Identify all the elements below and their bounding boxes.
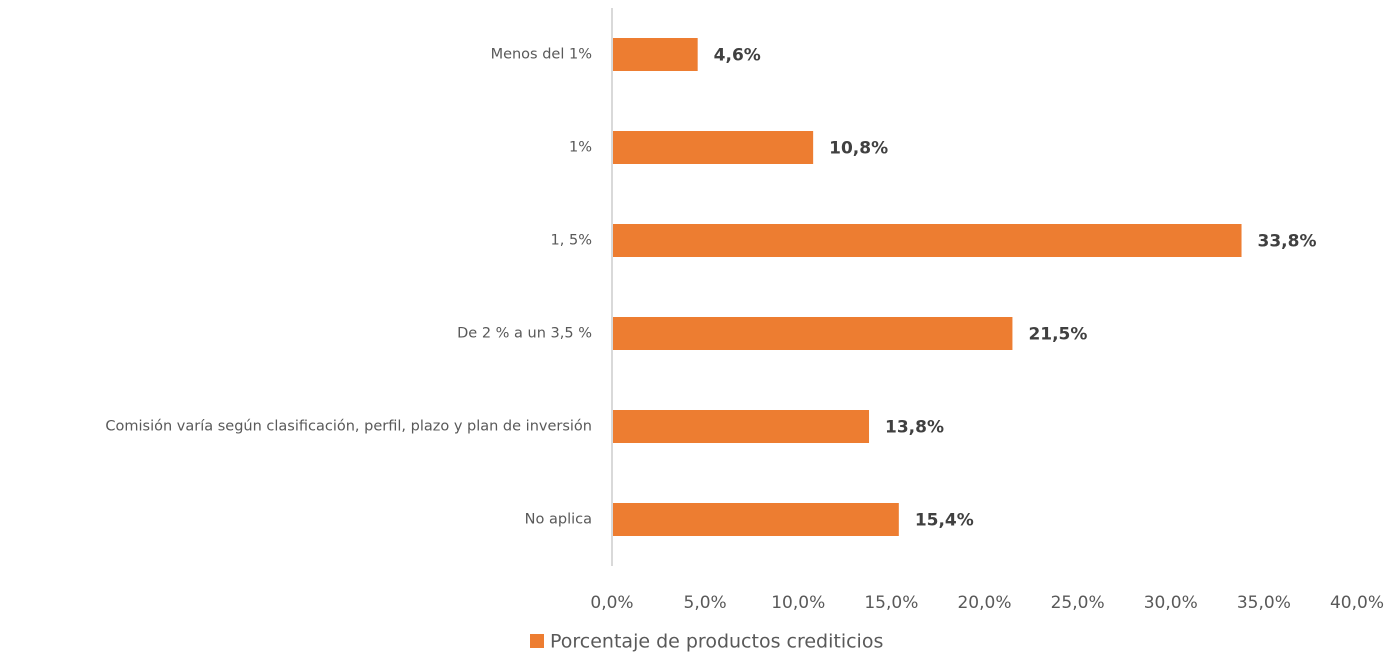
legend-swatch [530,634,544,648]
y-tick-label: Comisión varía según clasificación, perf… [105,419,592,435]
bar [612,503,899,536]
x-tick-label: 25,0% [1051,593,1105,613]
data-label: 21,5% [1028,325,1087,345]
data-label: 13,8% [885,418,944,438]
x-tick-label: 30,0% [1144,593,1198,613]
y-tick-label: No aplica [525,512,592,528]
bar [612,38,698,71]
x-tick-label: 40,0% [1330,593,1384,613]
data-label: 4,6% [714,46,761,66]
legend-label: Porcentaje de productos crediticios [550,631,883,653]
y-tick-label: Menos del 1% [491,47,592,63]
data-label: 15,4% [915,511,974,531]
x-tick-label: 10,0% [771,593,825,613]
bar [612,317,1013,350]
x-tick-label: 20,0% [957,593,1011,613]
y-tick-label: 1% [569,140,592,156]
bar [612,410,870,443]
x-tick-label: 5,0% [684,593,727,613]
y-tick-label: De 2 % a un 3,5 % [457,326,592,342]
data-label: 33,8% [1258,232,1317,252]
y-tick-label: 1, 5% [551,233,592,249]
x-tick-label: 15,0% [864,593,918,613]
bar [612,131,814,164]
bar [612,224,1242,257]
data-label: 10,8% [829,139,888,159]
x-tick-label: 0,0% [590,593,633,613]
x-tick-label: 35,0% [1237,593,1291,613]
